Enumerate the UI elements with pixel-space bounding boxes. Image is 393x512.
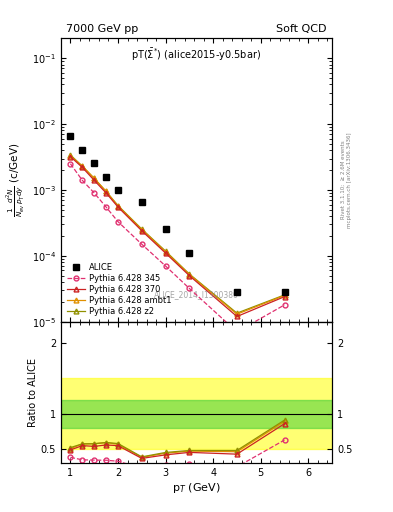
Pythia 6.428 z2 <box>163 248 168 254</box>
Pythia 6.428 345 <box>104 204 108 210</box>
Pythia 6.428 ambt1 <box>235 311 239 317</box>
ALICE <box>140 199 144 205</box>
Pythia 6.428 370 <box>282 293 287 300</box>
Line: Pythia 6.428 345: Pythia 6.428 345 <box>68 161 287 334</box>
Pythia 6.428 z2 <box>282 292 287 298</box>
Pythia 6.428 z2 <box>140 226 144 232</box>
Pythia 6.428 370 <box>163 250 168 256</box>
Line: Pythia 6.428 370: Pythia 6.428 370 <box>68 154 287 319</box>
Pythia 6.428 370 <box>235 313 239 319</box>
Pythia 6.428 370 <box>116 204 120 210</box>
Pythia 6.428 345 <box>80 177 84 183</box>
Pythia 6.428 ambt1 <box>163 249 168 255</box>
Pythia 6.428 345 <box>235 329 239 335</box>
ALICE <box>68 133 73 139</box>
Pythia 6.428 345 <box>163 263 168 269</box>
Pythia 6.428 345 <box>68 161 73 167</box>
Pythia 6.428 ambt1 <box>140 226 144 232</box>
Text: Soft QCD: Soft QCD <box>276 24 327 34</box>
Legend: ALICE, Pythia 6.428 345, Pythia 6.428 370, Pythia 6.428 ambt1, Pythia 6.428 z2: ALICE, Pythia 6.428 345, Pythia 6.428 37… <box>65 261 173 317</box>
Pythia 6.428 370 <box>92 177 97 183</box>
Pythia 6.428 z2 <box>92 175 97 181</box>
Pythia 6.428 345 <box>187 285 192 291</box>
Pythia 6.428 370 <box>140 228 144 234</box>
ALICE <box>116 187 120 193</box>
ALICE <box>235 289 239 295</box>
Pythia 6.428 ambt1 <box>187 271 192 278</box>
Pythia 6.428 ambt1 <box>68 153 73 159</box>
Pythia 6.428 370 <box>104 190 108 196</box>
Pythia 6.428 ambt1 <box>282 292 287 298</box>
Bar <box>61 399 332 428</box>
ALICE <box>282 289 287 295</box>
Pythia 6.428 z2 <box>187 271 192 277</box>
ALICE <box>104 174 108 180</box>
Pythia 6.428 z2 <box>104 188 108 195</box>
Text: pT($\bar{\Sigma}^{*}$) (alice2015-y0.5bar): pT($\bar{\Sigma}^{*}$) (alice2015-y0.5ba… <box>131 47 262 63</box>
Pythia 6.428 370 <box>80 164 84 170</box>
X-axis label: p$_{T}$ (GeV): p$_{T}$ (GeV) <box>172 481 221 495</box>
Pythia 6.428 z2 <box>68 152 73 158</box>
Pythia 6.428 ambt1 <box>116 203 120 209</box>
Pythia 6.428 ambt1 <box>92 175 97 181</box>
Bar <box>61 378 332 449</box>
Y-axis label: $\frac{1}{N_{ev}}\frac{d^2N}{p_{T}dy}$ (c/GeV): $\frac{1}{N_{ev}}\frac{d^2N}{p_{T}dy}$ (… <box>5 143 26 217</box>
Y-axis label: Rivet 3.1.10;  ≥ 2.6M events
mcplots.cern.ch [arXiv:1306.3436]: Rivet 3.1.10; ≥ 2.6M events mcplots.cern… <box>341 132 352 228</box>
Pythia 6.428 z2 <box>80 163 84 169</box>
Pythia 6.428 370 <box>68 154 73 160</box>
ALICE <box>163 225 168 231</box>
ALICE <box>187 250 192 256</box>
Pythia 6.428 z2 <box>116 202 120 208</box>
Line: Pythia 6.428 z2: Pythia 6.428 z2 <box>68 153 287 315</box>
Pythia 6.428 ambt1 <box>104 188 108 195</box>
Pythia 6.428 345 <box>282 302 287 308</box>
Y-axis label: Ratio to ALICE: Ratio to ALICE <box>28 358 38 427</box>
Pythia 6.428 345 <box>140 241 144 247</box>
Line: ALICE: ALICE <box>67 133 288 295</box>
Pythia 6.428 z2 <box>235 310 239 316</box>
Pythia 6.428 345 <box>116 219 120 225</box>
Text: 7000 GeV pp: 7000 GeV pp <box>66 24 139 34</box>
Pythia 6.428 370 <box>187 272 192 279</box>
Text: ALICE_2014_I1300380: ALICE_2014_I1300380 <box>154 290 239 299</box>
Line: Pythia 6.428 ambt1: Pythia 6.428 ambt1 <box>68 154 287 316</box>
ALICE <box>80 147 84 154</box>
ALICE <box>92 160 97 166</box>
Pythia 6.428 345 <box>92 190 97 196</box>
Pythia 6.428 ambt1 <box>80 163 84 169</box>
